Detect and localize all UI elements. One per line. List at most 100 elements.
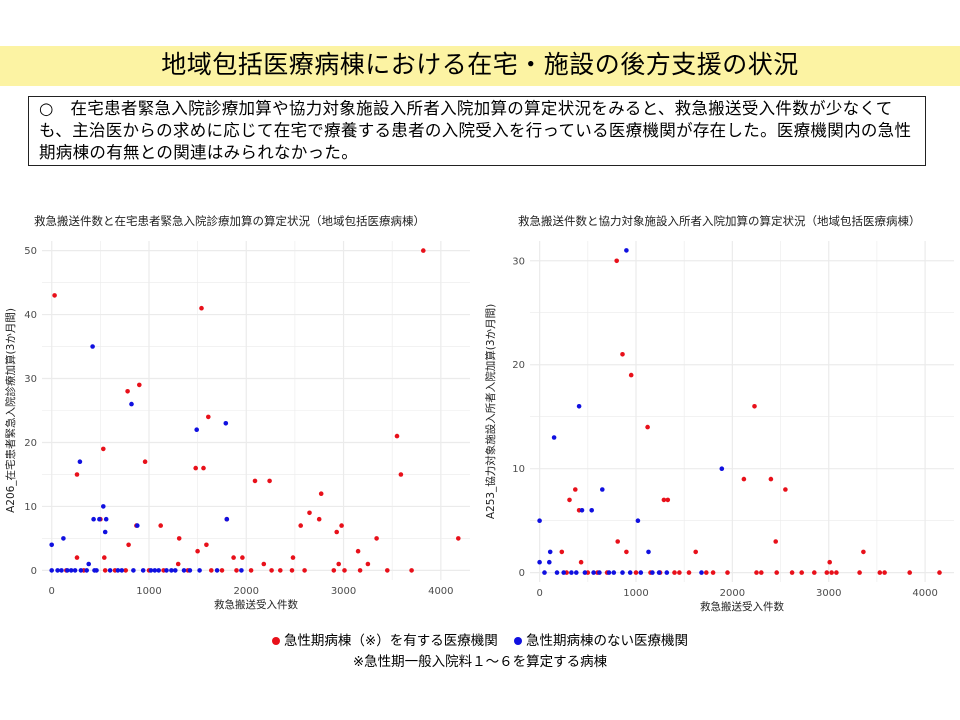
point-without-acute [719,466,725,472]
point-with-acute [365,561,371,567]
y-tick-label: 0 [31,566,37,577]
point-without-acute [84,568,89,573]
point-with-acute [374,536,379,541]
point-without-acute [591,570,596,575]
legend-dot-red [271,636,280,645]
point-without-acute [131,568,136,573]
point-without-acute [68,568,74,573]
chart-ambulance-vs-home-emergency: 0 1000 2000 3000 4000 0 10 20 30 40 50 救急搬送件数と在宅患者緊… [4,214,470,611]
point-without-acute [627,570,633,575]
point-without-acute [537,518,542,523]
point-with-acute [248,568,254,573]
point-with-acute [137,382,142,388]
point-with-acute [661,497,667,503]
point-with-acute [628,372,634,378]
point-without-acute [646,549,651,555]
y-tick-label: 10 [24,502,37,513]
y-tick-label: 20 [24,438,37,449]
legend-label-with-acute: 急性期病棟（※）を有する医療機関 [283,633,498,649]
point-without-acute [561,570,566,575]
point-with-acute [176,536,182,541]
point-without-acute [187,568,193,573]
point-with-acute [741,476,747,482]
point-without-acute [635,518,641,523]
legend-item-with-acute: 急性期病棟（※）を有する医療機関 [271,633,498,649]
y-axis-label: A206_在宅患者緊急入院診療加算(3か月間) [4,308,17,513]
title-band [0,46,960,86]
x-tick-label: 3000 [331,586,356,597]
point-without-acute [55,568,60,573]
point-with-acute [204,542,209,548]
point-without-acute [597,570,602,575]
point-with-acute [234,568,239,573]
point-with-acute [201,465,206,471]
point-without-acute [164,568,169,573]
point-without-acute [77,459,83,464]
point-without-acute [223,421,229,426]
point-with-acute [193,465,198,471]
legend-item-without-acute: 急性期病棟のない医療機関 [514,633,688,649]
point-with-acute [199,305,204,311]
point-without-acute [620,570,625,575]
point-without-acute [156,568,161,573]
point-without-acute [152,568,158,573]
point-with-acute [614,258,619,264]
point-with-acute [339,523,344,528]
y-tick-label: 20 [512,360,525,371]
point-with-acute [267,478,272,484]
point-without-acute [664,570,670,575]
point-with-acute [824,570,830,575]
legend-label-without-acute: 急性期病棟のない医療機関 [526,633,689,649]
point-with-acute [645,424,650,430]
point-with-acute [52,293,57,298]
point-without-acute [600,487,605,492]
point-with-acute [409,568,414,573]
x-tick-label: 1000 [136,586,161,597]
point-without-acute [611,570,617,575]
point-without-acute [224,516,230,522]
point-with-acute [158,523,163,528]
point-with-acute [307,510,312,516]
point-without-acute [551,435,557,440]
point-with-acute [289,568,295,573]
point-with-acute [206,414,211,420]
point-with-acute [126,542,131,548]
point-without-acute [65,568,70,573]
point-with-acute [857,570,862,575]
point-without-acute [61,536,66,541]
point-with-acute [318,491,324,497]
point-with-acute [421,248,426,253]
point-with-acute [937,570,942,575]
point-with-acute [754,570,759,575]
point-without-acute [78,568,84,573]
point-without-acute [638,570,644,575]
point-with-acute [672,570,677,575]
point-without-acute [214,568,220,573]
point-with-acute [573,487,578,492]
point-without-acute [59,568,64,573]
point-without-acute [194,427,199,432]
point-without-acute [582,570,588,575]
point-with-acute [74,555,80,560]
point-with-acute [882,570,887,575]
point-with-acute [394,433,400,439]
point-with-acute [290,555,296,560]
point-without-acute [239,568,244,573]
point-with-acute [834,570,839,575]
point-with-acute [704,570,709,575]
point-without-acute [148,568,154,573]
chart-title: 救急搬送件数と協力対象施設入所者入院加算の算定状況（地域包括医療病棟） [518,214,921,228]
point-with-acute [559,549,565,555]
point-without-acute [102,529,108,535]
y-tick-label: 40 [24,310,37,321]
point-with-acute [773,539,778,544]
point-without-acute [547,549,553,555]
point-with-acute [336,561,342,567]
point-with-acute [125,389,130,394]
point-with-acute [298,523,304,528]
point-with-acute [768,476,774,482]
x-tick-label: 1000 [623,588,648,599]
point-without-acute [169,568,174,573]
point-with-acute [302,568,307,573]
point-with-acute [783,487,788,492]
